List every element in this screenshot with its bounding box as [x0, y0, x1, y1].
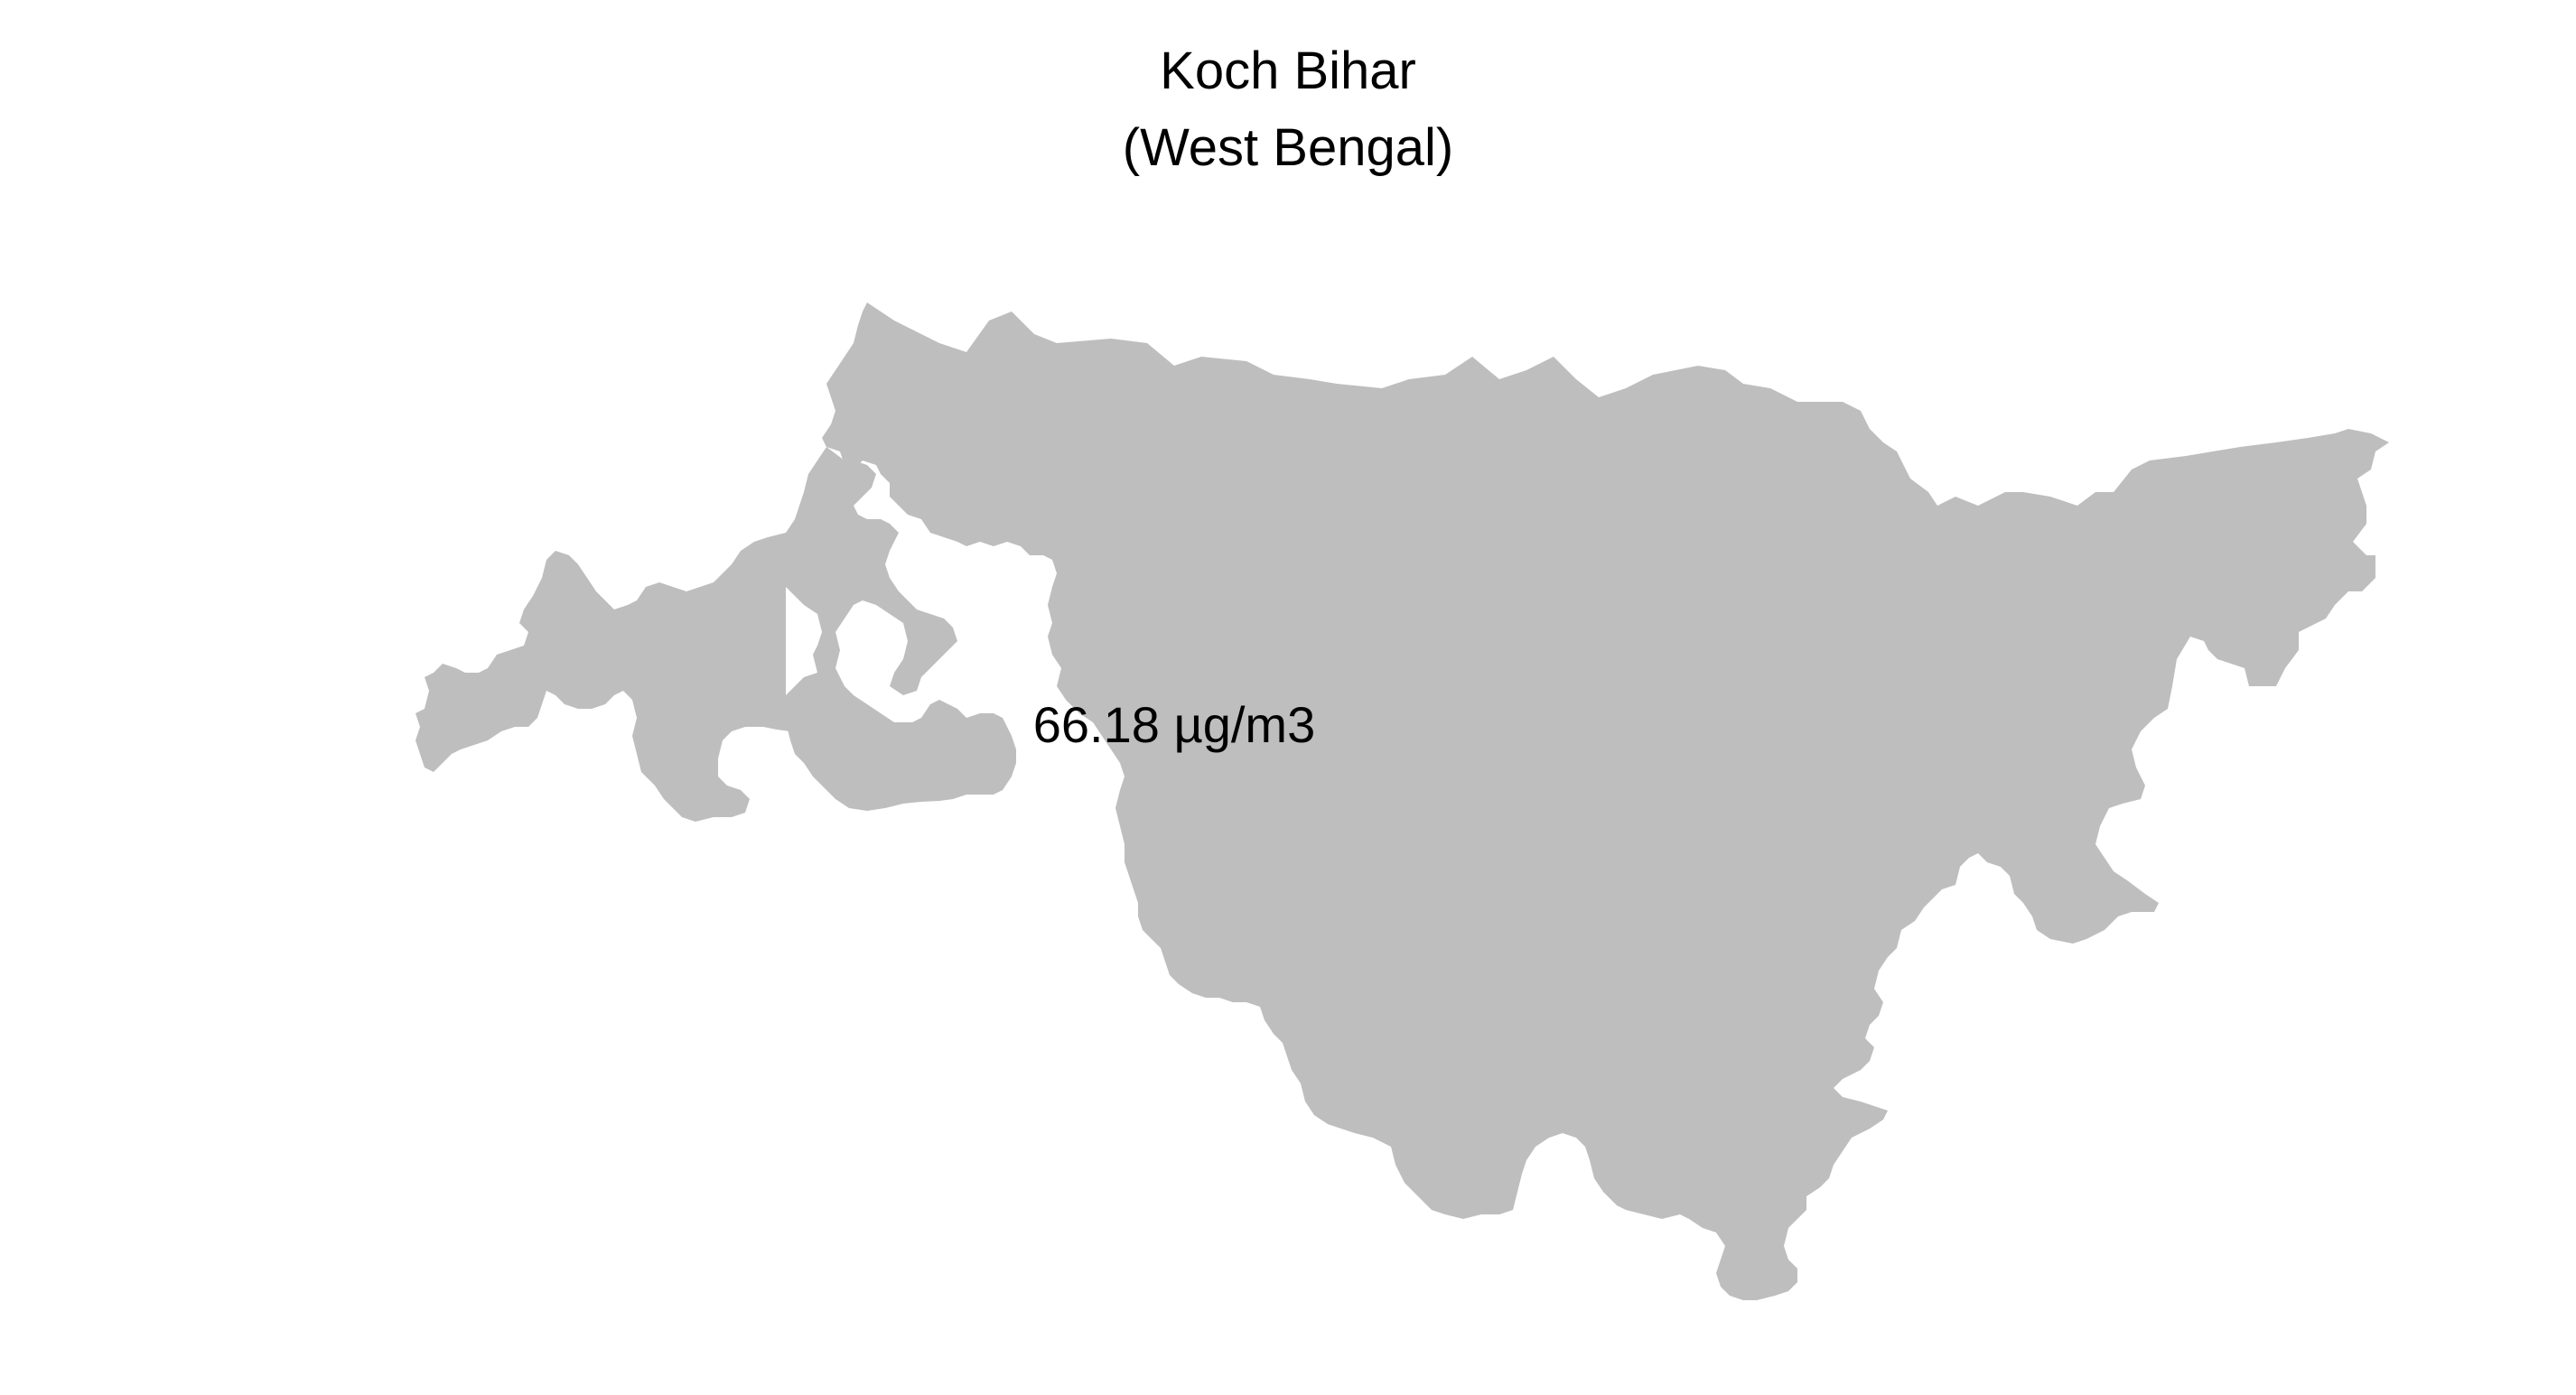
map-title: Koch Bihar: [1160, 42, 1416, 100]
district-shape-west: [777, 447, 1016, 811]
district-shape-far-west: [415, 533, 813, 822]
map-subtitle: (West Bengal): [1122, 118, 1454, 177]
region-value-label: 66.18 µg/m3: [1032, 696, 1316, 753]
district-shape-main: [822, 302, 2389, 1300]
